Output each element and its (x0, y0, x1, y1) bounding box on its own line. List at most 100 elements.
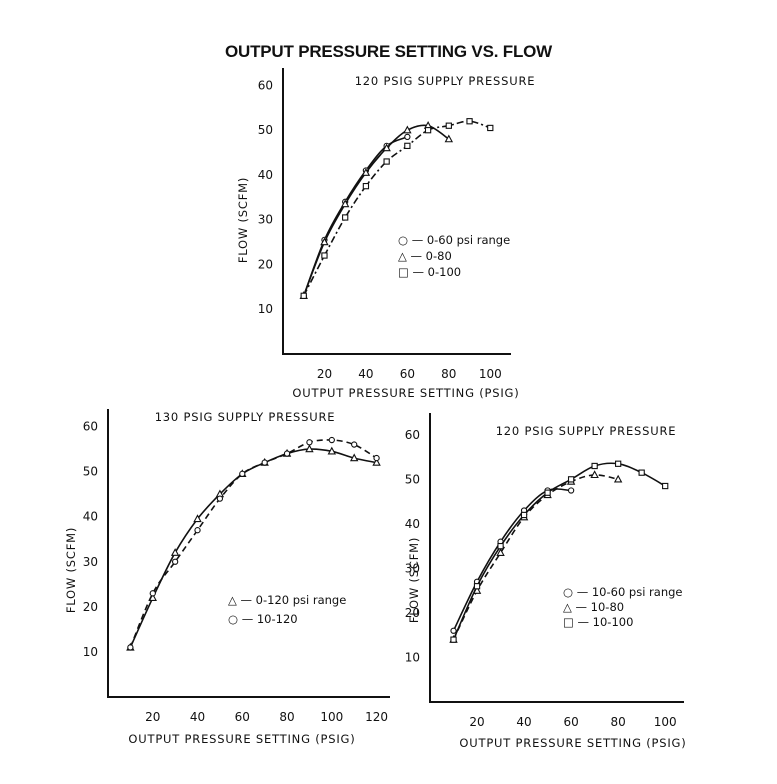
square-marker (362, 182, 370, 190)
legend-entry: ○ — 10-120 (228, 612, 298, 626)
figure-title: OUTPUT PRESSURE SETTING VS. FLOW (224, 42, 552, 61)
x-axis-title: OUTPUT PRESSURE SETTING (PSIG) (128, 732, 355, 746)
circle-marker (450, 627, 457, 634)
legend-entry: △ — 0-80 (398, 249, 452, 263)
x-tick-label: 100 (654, 715, 677, 729)
triangle-marker (590, 470, 599, 479)
square-marker (544, 489, 551, 496)
axis-lines (282, 68, 511, 355)
square-marker (662, 482, 669, 490)
square-marker (614, 460, 622, 467)
legend-entry: △ — 0-120 psi range (228, 593, 346, 607)
square-marker (520, 511, 528, 519)
y-tick-label: 60 (258, 78, 273, 92)
triangle-marker (372, 457, 381, 466)
x-tick-label: 80 (611, 715, 626, 729)
y-tick-label: 20 (258, 257, 273, 271)
triangle-marker (170, 548, 180, 556)
triangle-marker (444, 134, 454, 143)
x-tick-label: 120 (365, 710, 388, 724)
square-marker (466, 118, 473, 125)
circle-marker (373, 454, 380, 462)
y-axis-title: FLOW (SCFM) (236, 177, 250, 263)
series-line (129, 439, 378, 648)
series-line (452, 462, 666, 640)
circle-marker (171, 558, 179, 565)
circle-marker (149, 590, 156, 597)
y-tick-label: 30 (83, 555, 98, 569)
y-tick-label: 30 (405, 561, 420, 575)
y-tick-label: 30 (258, 213, 273, 227)
y-tick-label: 10 (405, 650, 420, 664)
legend-entry: □ — 0-100 (398, 265, 461, 279)
y-tick-label: 40 (258, 168, 273, 182)
circle-marker (283, 450, 291, 457)
y-axis-title: FLOW (SCFM) (407, 537, 421, 623)
square-marker (487, 124, 494, 132)
y-tick-label: 10 (258, 302, 273, 316)
x-tick-label: 60 (400, 367, 415, 381)
y-tick-label: 50 (258, 123, 273, 137)
circle-marker (261, 459, 268, 466)
y-tick-label: 40 (405, 517, 420, 531)
triangle-marker (382, 143, 391, 152)
legend-entry: △ — 10-80 (563, 600, 624, 614)
square-marker (473, 583, 481, 590)
chart-subtitle: 120 PSIG SUPPLY PRESSURE (496, 424, 677, 438)
y-axis-title: FLOW (SCFM) (64, 527, 78, 613)
circle-marker (306, 439, 313, 446)
x-tick-label: 40 (358, 367, 373, 381)
square-marker (591, 462, 598, 470)
x-axis-title: OUTPUT PRESSURE SETTING (PSIG) (292, 386, 519, 400)
x-tick-label: 100 (479, 367, 502, 381)
chart-panel-bottom-right: 20 40 60 80 100 10 20 30 40 50 60 120 PSIG SUPPLY P… (405, 413, 686, 750)
legend-entry: □ — 10-100 (563, 615, 633, 629)
legend-entry: ○ — 10-60 psi range (563, 585, 683, 599)
x-tick-label: 60 (235, 710, 250, 724)
square-marker (445, 122, 452, 129)
x-tick-label: 20 (317, 367, 332, 381)
chart-subtitle: 130 PSIG SUPPLY PRESSURE (155, 410, 336, 424)
series-line (452, 488, 572, 632)
square-marker (424, 127, 432, 134)
circle-marker (216, 495, 224, 502)
x-tick-label: 80 (279, 710, 294, 724)
series-line (302, 136, 408, 297)
y-tick-label: 60 (83, 420, 98, 434)
square-marker (342, 214, 349, 221)
x-tick-label: 20 (145, 710, 160, 724)
x-axis-title: OUTPUT PRESSURE SETTING (PSIG) (459, 736, 686, 750)
circle-marker (404, 133, 411, 141)
x-tick-label: 20 (469, 715, 484, 729)
series-line (303, 120, 491, 297)
chart-subtitle: 120 PSIG SUPPLY PRESSURE (355, 74, 536, 88)
y-tick-label: 20 (405, 606, 420, 620)
triangle-marker (361, 168, 371, 176)
circle-marker (567, 487, 575, 494)
square-marker (567, 476, 575, 483)
square-marker (321, 252, 328, 259)
circle-marker (351, 441, 358, 448)
triangle-marker (340, 199, 350, 208)
chart-panel-top: 20 40 60 80 100 10 20 30 40 50 60 120 PSIG SUPPLY P… (236, 68, 535, 400)
y-tick-label: 40 (83, 510, 98, 524)
axis-lines (429, 413, 684, 703)
square-marker (450, 636, 457, 643)
square-marker (404, 142, 411, 150)
x-tick-label: 60 (563, 715, 578, 729)
square-marker (638, 469, 645, 476)
circle-marker (127, 644, 134, 651)
x-tick-label: 40 (516, 715, 531, 729)
axis-lines (107, 409, 390, 698)
triangle-marker (327, 446, 337, 455)
x-tick-label: 80 (441, 367, 456, 381)
triangle-marker (613, 474, 623, 483)
triangle-marker (496, 548, 505, 556)
y-tick-label: 50 (405, 472, 420, 486)
y-tick-label: 10 (83, 645, 98, 659)
y-tick-label: 20 (83, 600, 98, 614)
square-marker (497, 542, 504, 550)
triangle-marker (320, 237, 329, 246)
square-marker (300, 292, 307, 299)
